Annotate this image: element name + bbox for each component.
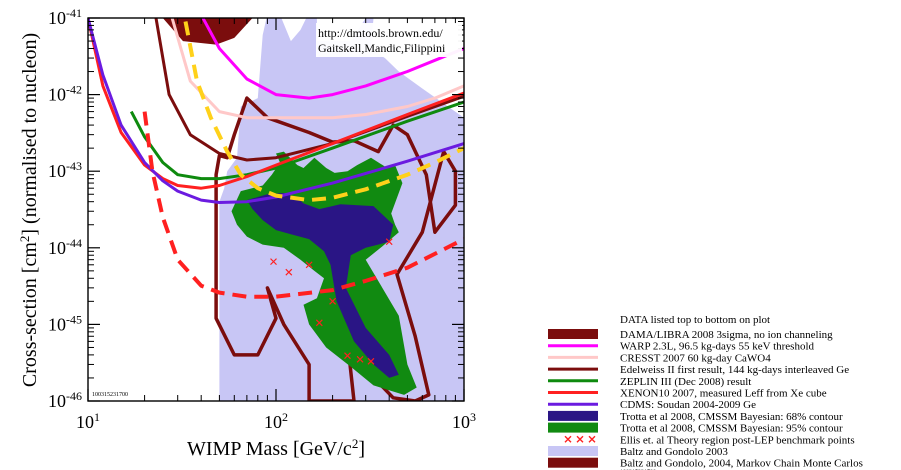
legend-swatch (564, 435, 596, 443)
legend-swatch (548, 329, 598, 339)
limit-curve-warp-2-3l-96-5-kg-days-55-kev-threshold (201, 18, 464, 100)
benchmark-point (344, 352, 351, 360)
limit-curve-xenon10-2007-measured-leff-from-xe-cube (88, 18, 464, 190)
legend-entry: WARP 2.3L, 96.5 kg-days 55 keV threshold (548, 341, 815, 353)
legend-swatch (548, 410, 598, 421)
x-tick-label: 102 (264, 410, 288, 432)
legend-entry: XENON10 2007, measured Leff from Xe cube (548, 388, 827, 400)
y-tick-label: 10-44 (48, 236, 82, 258)
legend-label: Trotta et al 2008, CMSSM Bayesian: 95% c… (620, 423, 843, 435)
legend-entry: ZEPLIN III (Dec 2008) result (548, 376, 751, 388)
benchmark-point (356, 355, 364, 363)
legend-entry: Trotta et al 2008, CMSSM Bayesian: 68% c… (548, 410, 843, 423)
plot-points (270, 238, 393, 365)
legend-label: CRESST 2007 60 kg-day CaWO4 (620, 352, 771, 364)
region-baltz-and-gondolo-2004-markov-chain-mont (214, 96, 458, 401)
benchmark-point (285, 268, 293, 276)
y-tick-label: 10-41 (48, 6, 82, 28)
benchmark-point (315, 319, 323, 327)
legend-label: Edelweiss II first result, 144 kg-days i… (620, 364, 849, 376)
benchmark-point (367, 357, 375, 365)
legend-label: Baltz and Gondolo, 2004, Markov Chain Mo… (620, 458, 863, 470)
x-axis-title: WIMP Mass [GeV/c2] (187, 436, 365, 461)
axis-ticks: 101 102 103 10-46 10-45 10-44 10-43 10-42 10-41 (48, 6, 476, 432)
y-tick-label: 10-42 (48, 83, 82, 105)
benchmark-point (305, 261, 313, 269)
legend-label: XENON10 2007, measured Leff from Xe cube (620, 388, 827, 400)
y-axis-title: Cross-section [cm2] (normalised to nucle… (17, 33, 42, 387)
url-annotation: http://dmtools.brown.edu/ Gaitskell,Mand… (316, 23, 462, 57)
limit-curve-cdms-soudan-2004-2009-ge (88, 18, 464, 204)
legend-entry: Ellis et. al Theory region post-LEP benc… (564, 434, 855, 446)
benchmark-point (329, 297, 337, 305)
legend-entry: CDMS: Soudan 2004-2009 Ge (548, 399, 756, 411)
legend-label: Ellis et. al Theory region post-LEP benc… (620, 434, 855, 446)
projection-curve-2 (183, 21, 464, 203)
legend-swatch (548, 422, 598, 433)
legend-label: Trotta et al 2008, CMSSM Bayesian: 68% c… (620, 411, 843, 423)
plot-regions (162, 18, 464, 401)
legend-label: CDMS: Soudan 2004-2009 Ge (620, 399, 756, 411)
projection-curve-1 (142, 111, 464, 299)
benchmark-point (385, 238, 393, 246)
legend-entry: Baltz and Gondolo, 2004, Markov Chain Mo… (548, 457, 863, 470)
annotation-authors: Gaitskell,Mandic,Filippini (318, 41, 446, 55)
legend: DATA listed top to bottom on plot DAMA/L… (548, 314, 863, 470)
y-tick-label: 10-43 (48, 159, 82, 181)
legend-entry: Trotta et al 2008, CMSSM Bayesian: 95% c… (548, 422, 843, 435)
y-tick-label: 10-46 (48, 389, 82, 411)
x-tick-label: 103 (452, 410, 476, 432)
x-tick-label: 101 (76, 410, 100, 432)
y-tick-label: 10-45 (48, 312, 82, 334)
legend-swatch (548, 446, 598, 456)
legend-header: DATA listed top to bottom on plot (620, 314, 770, 326)
legend-label: ZEPLIN III (Dec 2008) result (620, 376, 751, 388)
legend-label: DAMA/LIBRA 2008 3sigma, no ion channelin… (620, 329, 833, 341)
plot-lines (88, 18, 464, 299)
annotation-url: http://dmtools.brown.edu/ (318, 26, 443, 40)
legend-label: WARP 2.3L, 96.5 kg-days 55 keV threshold (620, 341, 815, 353)
legend-entry: Edelweiss II first result, 144 kg-days i… (548, 364, 849, 376)
plot-id: 100315231700 (92, 392, 128, 398)
legend-label: Baltz and Gondolo 2003 (620, 446, 728, 458)
legend-entry: Baltz and Gondolo 2003 (548, 446, 728, 458)
region-trotta-et-al-2008-cmssm-bayesian-68-cont (246, 193, 399, 378)
legend-swatch (548, 457, 598, 468)
benchmark-point (270, 258, 277, 266)
legend-entry: CRESST 2007 60 kg-day CaWO4 (548, 352, 771, 364)
limit-curve-zeplin-iii-dec-2008-result (129, 100, 464, 181)
legend-entry: DAMA/LIBRA 2008 3sigma, no ion channelin… (548, 329, 833, 341)
